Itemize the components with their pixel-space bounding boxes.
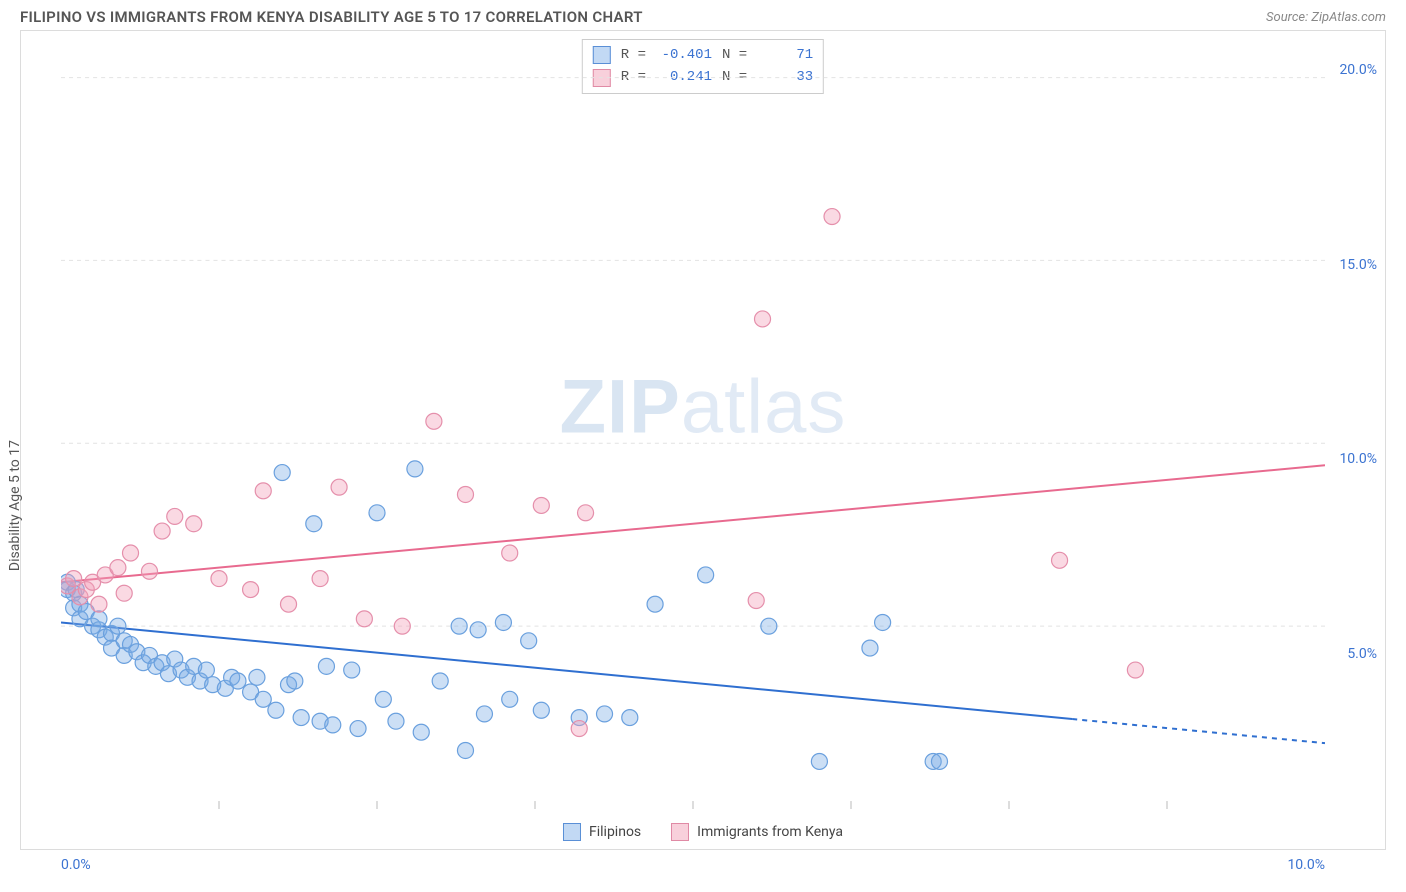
y-tick-label: 20.0% — [1339, 62, 1377, 78]
legend-label: Filipinos — [589, 824, 641, 840]
legend-swatch-blue — [563, 823, 581, 841]
source-attribution: Source: ZipAtlas.com — [1266, 10, 1386, 25]
y-tick-label: 15.0% — [1339, 257, 1377, 273]
scatter-chart-svg — [61, 41, 1325, 809]
chart-title: FILIPINO VS IMMIGRANTS FROM KENYA DISABI… — [20, 8, 643, 26]
legend-item: Filipinos — [563, 823, 641, 841]
y-tick-label: 5.0% — [1347, 646, 1377, 662]
x-tick-label: 0.0% — [61, 857, 91, 873]
legend-label: Immigrants from Kenya — [697, 824, 843, 840]
x-tick-label: 10.0% — [1287, 857, 1325, 873]
legend-swatch-pink — [671, 823, 689, 841]
chart-container: Disability Age 5 to 17 R = -0.401 N = 71… — [20, 30, 1386, 850]
y-axis-label: Disability Age 5 to 17 — [7, 440, 23, 571]
y-tick-label: 10.0% — [1339, 451, 1377, 467]
header: FILIPINO VS IMMIGRANTS FROM KENYA DISABI… — [0, 0, 1406, 30]
plot-area — [61, 41, 1325, 809]
legend-bottom: Filipinos Immigrants from Kenya — [563, 823, 843, 841]
legend-item: Immigrants from Kenya — [671, 823, 843, 841]
